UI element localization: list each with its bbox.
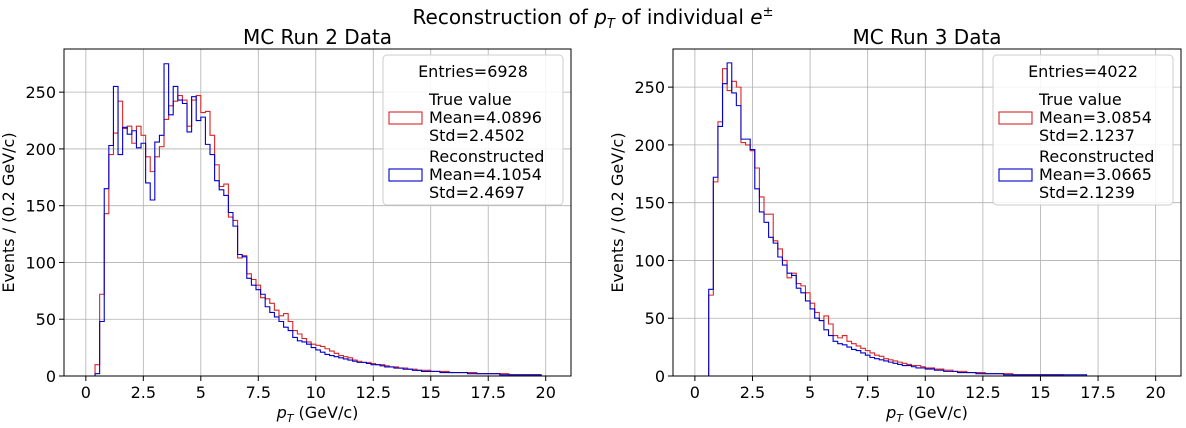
y-tick-label: 150 <box>634 194 665 213</box>
chart-panel-2: 0 2.5 5 7.5 10 12.5 15 17.5 20050100150200250MC … <box>608 25 1182 425</box>
legend-series-name: True value <box>428 90 512 109</box>
x-tick-label: 2.5 <box>131 383 156 402</box>
legend-series-name: Reconstructed <box>429 147 544 166</box>
x-tick-label: 15 <box>1030 383 1050 402</box>
legend-title: Entries=6928 <box>418 62 528 81</box>
x-tick-label: 20 <box>536 383 556 402</box>
x-tick-label: 5 <box>196 383 206 402</box>
x-tick-label: 10 <box>915 383 935 402</box>
plot-frame <box>63 48 572 377</box>
figure-title: Reconstruction of pT of individual e± <box>413 5 774 32</box>
x-tick-label: 17.5 <box>1080 383 1116 402</box>
legend-series-name: Reconstructed <box>1039 147 1154 166</box>
y-tick-label: 0 <box>46 367 56 386</box>
y-tick-label: 200 <box>25 140 56 159</box>
x-tick-label: 12.5 <box>965 383 1001 402</box>
y-tick-label: 250 <box>25 83 56 102</box>
y-tick-label: 50 <box>645 309 665 328</box>
legend-mean: Mean=3.0854 <box>1039 108 1152 127</box>
x-tick-label: 5 <box>805 383 815 402</box>
chart-panel-1: 0 2.5 5 7.5 10 12.5 15 17.5 20050100150200250MC … <box>0 25 572 425</box>
x-tick-label: 0 <box>81 383 91 402</box>
y-tick-label: 100 <box>25 253 56 272</box>
y-tick-label: 250 <box>634 78 665 97</box>
legend-title: Entries=4022 <box>1028 62 1138 81</box>
plot-frame <box>672 48 1182 377</box>
chart-title: MC Run 2 Data <box>243 25 392 49</box>
legend-box <box>992 54 1174 206</box>
y-tick-label: 50 <box>36 310 56 329</box>
x-axis-label: pT (GeV/c) <box>885 403 968 425</box>
y-tick-label: 150 <box>25 197 56 216</box>
legend-series-name: True value <box>1038 90 1122 109</box>
legend-std: Std=2.1237 <box>1039 126 1135 145</box>
x-tick-label: 20 <box>1145 383 1165 402</box>
y-tick-label: 0 <box>655 367 665 386</box>
x-tick-label: 15 <box>421 383 441 402</box>
x-axis-label: pT (GeV/c) <box>276 403 359 425</box>
x-tick-label: 7.5 <box>855 383 880 402</box>
legend-swatch <box>998 168 1033 182</box>
legend-mean: Mean=4.1054 <box>429 165 542 184</box>
y-tick-label: 100 <box>634 251 665 270</box>
x-tick-label: 17.5 <box>470 383 506 402</box>
x-tick-label: 12.5 <box>355 383 391 402</box>
chart-title: MC Run 3 Data <box>852 25 1001 49</box>
legend-swatch <box>998 111 1033 125</box>
x-tick-label: 2.5 <box>740 383 765 402</box>
legend-swatch <box>388 111 423 125</box>
x-tick-label: 7.5 <box>246 383 271 402</box>
x-tick-label: 10 <box>306 383 326 402</box>
legend-std: Std=2.1239 <box>1039 183 1135 202</box>
legend-swatch <box>388 168 423 182</box>
histogram-series-reconstructed <box>85 63 546 377</box>
y-axis-label: Events / (0.2 GeV/c) <box>0 132 18 292</box>
x-tick-label: 0 <box>690 383 700 402</box>
legend-mean: Mean=4.0896 <box>429 108 542 127</box>
legend-std: Std=2.4502 <box>429 126 525 145</box>
legend-std: Std=2.4697 <box>429 183 525 202</box>
histogram-series-reconstructed <box>694 62 1156 377</box>
legend-box <box>382 54 564 206</box>
legend-mean: Mean=3.0665 <box>1039 165 1152 184</box>
y-axis-label: Events / (0.2 GeV/c) <box>608 132 627 292</box>
y-tick-label: 200 <box>634 136 665 155</box>
